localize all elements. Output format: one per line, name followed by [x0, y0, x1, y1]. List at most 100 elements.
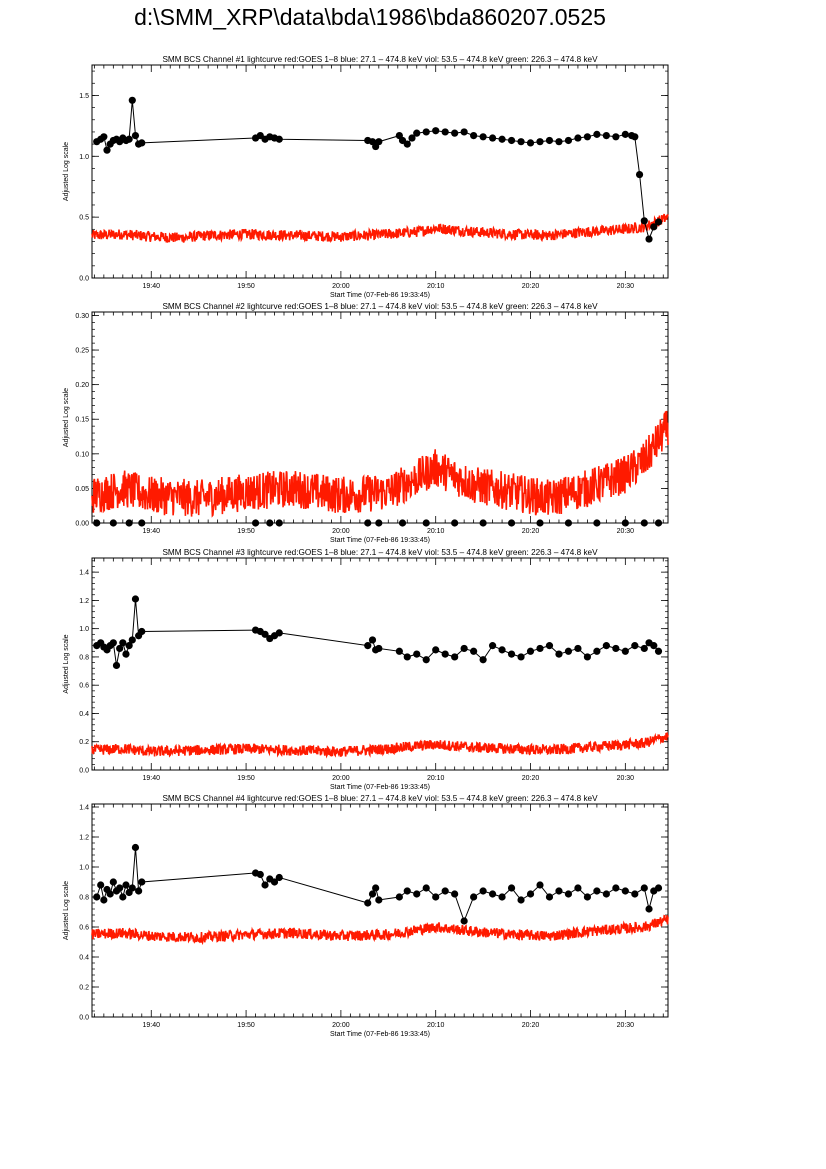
bcs-data-point	[479, 887, 487, 895]
x-axis-label: Start Time (07-Feb-86 19:33:45)	[330, 292, 430, 299]
bcs-data-point	[275, 873, 283, 882]
x-tick-label: 20:10	[427, 528, 445, 535]
bcs-data-point	[517, 138, 525, 146]
bcs-data-point	[650, 642, 658, 650]
bcs-data-point	[422, 128, 430, 136]
x-tick-label: 19:50	[237, 775, 255, 782]
bcs-data-point	[631, 133, 639, 141]
y-axis-label: Adjusted Log scale	[63, 634, 70, 693]
y-tick-label: 0.8	[79, 895, 89, 902]
bcs-data-point	[583, 653, 592, 661]
bcs-data-point	[395, 647, 403, 655]
bcs-data-point	[645, 235, 653, 243]
bcs-data-point	[422, 656, 430, 664]
bcs-data-point	[441, 128, 449, 136]
bcs-data-point	[645, 905, 653, 913]
x-axis-label: Start Time (07-Feb-86 19:33:45)	[330, 784, 430, 791]
bcs-series-line	[96, 598, 659, 666]
x-tick-label: 20:00	[332, 775, 350, 782]
y-tick-label: 1.2	[79, 835, 89, 842]
bcs-data-point	[555, 887, 563, 895]
y-tick-label: 0.00	[75, 521, 89, 528]
bcs-data-point	[451, 519, 459, 527]
bcs-data-point	[103, 146, 111, 154]
bcs-data-point	[545, 136, 554, 145]
bcs-data-point	[631, 642, 639, 650]
goes-series-line	[91, 410, 669, 518]
bcs-data-point	[432, 893, 440, 901]
y-axis-label: Adjusted Log scale	[63, 142, 70, 201]
bcs-data-point	[507, 136, 516, 145]
bcs-data-point	[116, 644, 124, 653]
bcs-data-point	[100, 896, 108, 904]
bcs-data-point	[470, 647, 478, 655]
bcs-data-point	[403, 887, 411, 895]
bcs-data-point	[498, 646, 506, 654]
bcs-data-point	[635, 170, 644, 179]
bcs-data-point	[131, 843, 140, 852]
x-tick-label: 20:20	[522, 528, 540, 535]
bcs-data-point	[109, 878, 117, 886]
bcs-data-point	[131, 595, 140, 603]
bcs-data-point	[451, 129, 459, 137]
chart-panel-1: SMM BCS Channel #1 lightcurve red:GOES 1…	[63, 55, 669, 299]
y-tick-label: 0.6	[79, 925, 89, 932]
bcs-data-point	[517, 653, 525, 661]
y-tick-label: 1.4	[79, 805, 89, 812]
bcs-data-point	[526, 890, 535, 898]
x-tick-label: 20:00	[332, 1022, 350, 1029]
x-tick-label: 19:50	[237, 283, 255, 290]
bcs-data-point	[135, 887, 143, 895]
bcs-data-point	[375, 519, 383, 527]
goes-series-line	[91, 213, 669, 244]
bcs-data-point	[138, 139, 146, 147]
bcs-series-line	[96, 847, 659, 923]
x-tick-label: 20:10	[427, 1022, 445, 1029]
chart-panel-3: SMM BCS Channel #3 lightcurve red:GOES 1…	[63, 548, 669, 791]
y-tick-label: 0.6	[79, 683, 89, 690]
bcs-data-point	[507, 519, 516, 527]
bcs-data-point	[640, 217, 648, 225]
bcs-data-point	[460, 917, 468, 925]
bcs-data-point	[119, 893, 127, 901]
y-tick-label: 1.0	[79, 865, 89, 872]
bcs-data-point	[413, 890, 421, 898]
bcs-data-point	[93, 519, 101, 527]
x-tick-label: 19:50	[237, 528, 255, 535]
bcs-data-point	[138, 519, 146, 527]
bcs-data-point	[138, 878, 146, 886]
bcs-data-point	[612, 133, 620, 141]
bcs-data-point	[654, 519, 663, 527]
bcs-data-point	[602, 642, 610, 650]
bcs-data-point	[364, 899, 372, 907]
x-tick-label: 20:00	[332, 283, 350, 290]
bcs-data-point	[372, 884, 380, 892]
x-tick-label: 20:30	[617, 283, 635, 290]
bcs-data-point	[116, 884, 124, 892]
y-tick-label: 0.10	[75, 451, 89, 458]
bcs-data-point	[266, 519, 274, 527]
bcs-data-point	[593, 647, 601, 655]
y-tick-label: 1.4	[79, 570, 89, 577]
x-tick-label: 19:40	[142, 1022, 160, 1029]
bcs-data-point	[507, 650, 516, 658]
x-tick-label: 20:30	[617, 528, 635, 535]
bcs-data-point	[536, 644, 544, 653]
bcs-data-point	[375, 896, 383, 904]
bcs-data-point	[517, 896, 525, 904]
bcs-data-point	[128, 884, 136, 892]
bcs-data-point	[621, 130, 629, 138]
bcs-data-point	[574, 644, 582, 653]
bcs-data-point	[536, 519, 544, 527]
bcs-data-point	[122, 881, 130, 889]
x-axis-label: Start Time (07-Feb-86 19:33:45)	[330, 537, 430, 544]
bcs-data-point	[403, 653, 411, 661]
bcs-data-point	[498, 893, 506, 901]
bcs-data-point	[470, 893, 478, 901]
bcs-data-point	[479, 519, 487, 527]
bcs-data-point	[536, 138, 544, 146]
chart-panel-2: SMM BCS Channel #2 lightcurve red:GOES 1…	[63, 302, 669, 544]
bcs-data-point	[97, 881, 105, 889]
bcs-data-point	[441, 887, 449, 895]
bcs-data-point	[526, 647, 535, 655]
